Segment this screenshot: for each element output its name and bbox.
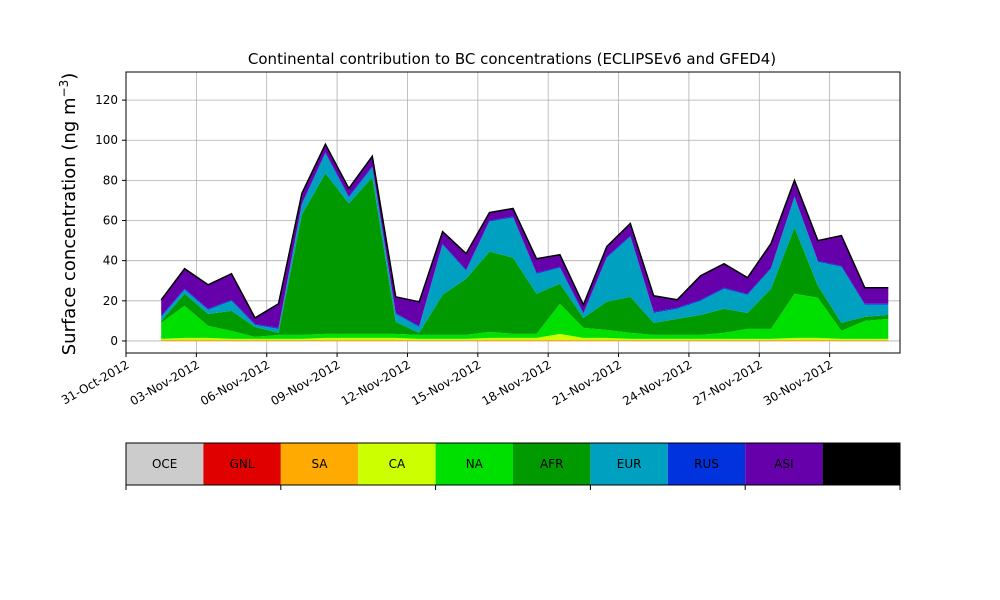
- y-tick-label: 120: [95, 93, 118, 107]
- legend-label-na: NA: [466, 457, 484, 471]
- x-tick-label: 30-Nov-2012: [761, 357, 835, 408]
- y-axis-label: Surface concentration (ng m−3): [57, 73, 80, 356]
- legend-swatch-oce: [126, 443, 204, 485]
- area-sa: [161, 340, 889, 341]
- legend-swatch-asi: [745, 443, 823, 485]
- legend-frame: [125, 442, 901, 486]
- legend-label-eur: EUR: [617, 457, 642, 471]
- y-tick-label: 100: [95, 133, 118, 147]
- axes-frame: [125, 71, 901, 354]
- legend-label-sa: SA: [311, 457, 328, 471]
- x-tick-label: 12-Nov-2012: [339, 357, 413, 408]
- x-tick-label: 27-Nov-2012: [691, 357, 765, 408]
- y-tick-label: 60: [103, 214, 118, 228]
- y-tick-label: 40: [103, 254, 118, 268]
- legend-swatch-eur: [590, 443, 668, 485]
- legend-label-aus: AUS: [849, 457, 874, 471]
- chart-title: Continental contribution to BC concentra…: [248, 50, 776, 68]
- y-tick-label: 80: [103, 173, 118, 187]
- legend-label-afr: AFR: [540, 457, 563, 471]
- area-asi: [161, 144, 889, 328]
- legend: OCE GNL SA CA NA AFR EUR RUS ASI AUS: [125, 442, 901, 490]
- x-tick-label: 09-Nov-2012: [268, 357, 342, 408]
- x-tick-label: 31-Oct-2012: [59, 357, 131, 407]
- legend-label-oce: OCE: [152, 457, 177, 471]
- area-afr: [161, 173, 889, 337]
- x-tick-label: 03-Nov-2012: [128, 357, 202, 408]
- legend-swatch-rus: [667, 443, 746, 485]
- x-tick-label: 18-Nov-2012: [479, 357, 553, 408]
- y-axis-label-main: Surface concentration (ng m: [59, 97, 80, 355]
- plot-area: 0 20 40 60 80 100 120 31-Oct-201203-Nov-201206-…: [59, 71, 901, 408]
- legend-label-ca: CA: [389, 457, 406, 471]
- y-tick-label: 20: [103, 294, 118, 308]
- legend-label-rus: RUS: [694, 457, 719, 471]
- area-na: [161, 293, 889, 339]
- y-axis-label-end: ): [59, 73, 80, 80]
- x-tick-label: 06-Nov-2012: [198, 357, 272, 408]
- legend-swatch-gnl: [203, 443, 281, 485]
- x-tick-label: 21-Nov-2012: [550, 357, 624, 408]
- legend-swatch-afr: [513, 443, 591, 485]
- legend-swatch-na: [435, 443, 513, 485]
- area-ca: [161, 333, 889, 340]
- legend-swatch-ca: [358, 443, 436, 485]
- legend-label-gnl: GNL: [230, 457, 255, 471]
- x-tick-label: 15-Nov-2012: [409, 357, 483, 408]
- legend-label-asi: ASI: [774, 457, 793, 471]
- legend-swatch-sa: [280, 443, 359, 485]
- y-axis-label-superscript: −3: [57, 80, 71, 98]
- total-line: [160, 142, 889, 319]
- x-tick-label: 24-Nov-2012: [620, 357, 694, 408]
- legend-swatch-aus: [822, 443, 900, 485]
- y-tick-label: 0: [110, 334, 118, 348]
